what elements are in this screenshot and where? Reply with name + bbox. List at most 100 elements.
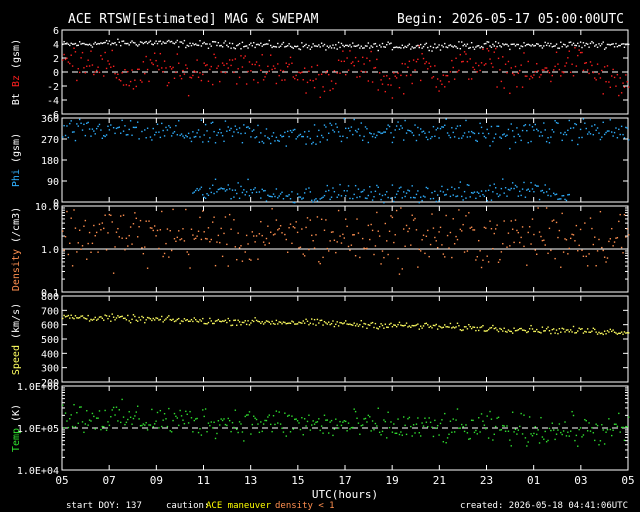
mag-point [461, 41, 463, 43]
phi-point [543, 191, 545, 194]
mag-point [540, 74, 542, 76]
mag-point [114, 42, 116, 44]
mag-point [434, 65, 436, 67]
temp-point [620, 426, 623, 429]
mag-point [579, 51, 582, 54]
mag-point [479, 47, 481, 49]
temp-point [260, 421, 262, 423]
phi-point [376, 184, 378, 187]
mag-point [228, 59, 231, 61]
speed-point [320, 319, 323, 321]
speed-point [513, 327, 515, 329]
density-point [533, 233, 535, 236]
temp-point [487, 437, 490, 439]
phi-point [231, 189, 234, 191]
density-point [340, 242, 343, 244]
density-point [309, 219, 312, 221]
phi-point [509, 147, 511, 150]
phi-point [547, 194, 549, 197]
phi-point [356, 131, 358, 133]
mag-point [544, 67, 546, 69]
phi-point [540, 131, 542, 133]
speed-point [333, 325, 336, 328]
density-point [596, 250, 599, 252]
temp-point [114, 414, 116, 416]
mag-point [473, 48, 476, 50]
temp-point [80, 406, 82, 408]
density-point [166, 228, 169, 230]
density-point [257, 258, 259, 260]
density-point [251, 231, 254, 233]
phi-point [286, 195, 289, 197]
speed-ylabel-part: (km/s) [11, 303, 22, 339]
density-point [204, 237, 207, 240]
phi-point [555, 121, 558, 124]
speed-point [349, 323, 351, 325]
mag-point [330, 47, 333, 49]
mag-point [306, 46, 309, 49]
mag-point [281, 43, 283, 45]
speed-point [503, 327, 505, 329]
temp-point [219, 424, 221, 426]
mag-point [186, 44, 188, 47]
phi-point [596, 127, 599, 129]
mag-point [581, 51, 583, 54]
mag-point [521, 45, 524, 48]
speed-point [483, 330, 486, 332]
temp-point [332, 434, 334, 437]
phi-point [526, 129, 528, 132]
phi-point [278, 140, 280, 142]
temp-point [378, 431, 381, 434]
speed-point [337, 325, 340, 327]
temp-point [578, 428, 580, 431]
temp-point [410, 425, 412, 428]
temp-point [168, 407, 170, 410]
temp-point [561, 433, 563, 436]
mag-point [258, 64, 261, 67]
phi-point [625, 126, 627, 129]
temp-point [325, 419, 327, 421]
phi-point [427, 187, 429, 190]
phi-point [405, 132, 408, 134]
phi-point [393, 200, 395, 203]
phi-point [530, 140, 532, 143]
mag-point [524, 44, 527, 47]
speed-point [584, 330, 586, 333]
density-point [519, 241, 521, 244]
mag-point [483, 64, 486, 66]
density-point [609, 238, 612, 240]
phi-point [528, 190, 531, 192]
mag-point [347, 45, 350, 47]
mag-point [122, 40, 125, 42]
mag-point [397, 46, 399, 49]
phi-point [456, 195, 459, 197]
speed-point [469, 325, 471, 328]
mag-point [487, 50, 490, 52]
speed-point [490, 326, 493, 329]
density-point [156, 229, 159, 232]
mag-point [70, 42, 72, 45]
mag-point [446, 74, 449, 77]
phi-point [260, 197, 262, 199]
mag-point [117, 73, 119, 75]
mag-point [67, 43, 70, 46]
density-point [323, 229, 326, 231]
mag-point [502, 56, 504, 58]
speed-point [369, 324, 371, 326]
temp-point [152, 426, 154, 428]
mag-point [585, 42, 587, 45]
phi-point [86, 122, 88, 125]
mag-point [405, 46, 408, 48]
speed-ytick-label: 700 [41, 306, 59, 317]
phi-point [289, 129, 292, 132]
phi-point [268, 138, 270, 140]
phi-point [296, 193, 299, 195]
temp-point [504, 430, 507, 432]
phi-point [500, 187, 503, 190]
phi-point [352, 197, 354, 200]
phi-point [476, 191, 478, 193]
phi-point [453, 188, 456, 190]
phi-point [561, 195, 563, 197]
speed-point [323, 320, 326, 323]
